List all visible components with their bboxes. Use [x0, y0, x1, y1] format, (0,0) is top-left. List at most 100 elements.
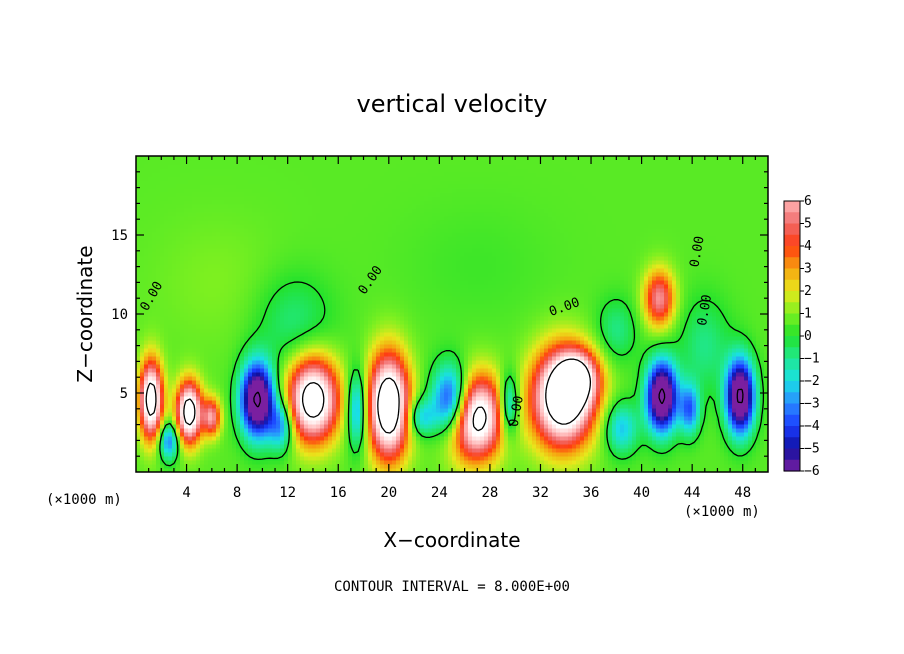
field-cell	[588, 424, 593, 429]
field-cell	[396, 468, 401, 472]
field-cell	[484, 348, 489, 353]
field-cell	[216, 432, 221, 437]
field-cell	[536, 440, 541, 445]
field-cell	[172, 464, 177, 469]
field-cell	[716, 440, 721, 445]
field-cell	[648, 424, 653, 429]
field-cell	[172, 416, 177, 421]
field-cell	[536, 408, 541, 413]
field-cell	[764, 452, 768, 457]
field-cell	[392, 468, 397, 472]
field-cell	[376, 440, 381, 445]
field-cell	[328, 444, 333, 449]
field-cell	[412, 352, 417, 357]
field-cell	[704, 424, 709, 429]
field-cell	[348, 436, 353, 441]
field-cell	[644, 436, 649, 441]
field-cell	[260, 460, 265, 465]
field-cell	[556, 384, 561, 389]
field-cell	[568, 424, 573, 429]
field-cell	[180, 368, 185, 373]
field-cell	[212, 392, 217, 397]
field-cell	[216, 396, 221, 401]
field-cell	[700, 348, 705, 353]
field-cell	[736, 356, 741, 361]
field-cell	[656, 448, 661, 453]
field-cell	[252, 444, 257, 449]
field-cell	[372, 364, 377, 369]
field-cell	[632, 380, 637, 385]
field-cell	[336, 400, 341, 405]
field-cell	[448, 376, 453, 381]
field-cell	[632, 448, 637, 453]
field-cell	[444, 344, 449, 349]
field-cell	[180, 380, 185, 385]
field-cell	[680, 360, 685, 365]
field-cell	[464, 376, 469, 381]
field-cell	[460, 372, 465, 377]
field-cell	[160, 416, 165, 421]
field-cell	[604, 352, 609, 357]
field-cell	[508, 376, 513, 381]
field-cell	[412, 400, 417, 405]
field-cell	[312, 464, 317, 469]
field-cell	[528, 424, 533, 429]
field-cell	[624, 416, 629, 421]
field-cell	[136, 464, 141, 469]
field-cell	[596, 356, 601, 361]
field-cell	[172, 352, 177, 357]
field-cell	[580, 436, 585, 441]
field-cell	[728, 464, 733, 469]
field-cell	[372, 376, 377, 381]
field-cell	[332, 456, 337, 461]
field-cell	[328, 464, 333, 469]
field-cell	[684, 436, 689, 441]
field-cell	[764, 392, 768, 397]
field-cell	[136, 384, 141, 389]
field-cell	[616, 464, 621, 469]
field-cell	[644, 356, 649, 361]
field-cell	[708, 460, 713, 465]
field-cell	[240, 348, 245, 353]
field-cell	[348, 364, 353, 369]
field-cell	[756, 436, 761, 441]
field-cell	[380, 392, 385, 397]
field-cell	[320, 348, 325, 353]
field-cell	[536, 416, 541, 421]
field-cell	[452, 372, 457, 377]
field-cell	[476, 360, 481, 365]
field-cell	[696, 356, 701, 361]
field-cell	[420, 384, 425, 389]
field-cell	[388, 364, 393, 369]
field-cell	[332, 428, 337, 433]
field-cell	[568, 444, 573, 449]
field-cell	[248, 456, 253, 461]
field-cell	[508, 344, 513, 349]
field-cell	[344, 416, 349, 421]
field-cell	[612, 360, 617, 365]
field-cell	[692, 404, 697, 409]
field-cell	[536, 368, 541, 373]
field-cell	[680, 428, 685, 433]
field-cell	[716, 388, 721, 393]
field-cell	[416, 364, 421, 369]
field-cell	[400, 348, 405, 353]
field-cell	[628, 356, 633, 361]
field-cell	[708, 396, 713, 401]
field-cell	[708, 432, 713, 437]
field-cell	[716, 356, 721, 361]
field-cell	[660, 416, 665, 421]
field-cell	[240, 380, 245, 385]
field-cell	[540, 348, 545, 353]
field-cell	[328, 428, 333, 433]
field-cell	[716, 464, 721, 469]
field-cell	[220, 420, 225, 425]
field-cell	[756, 352, 761, 357]
field-cell	[616, 452, 621, 457]
field-cell	[208, 348, 213, 353]
field-cell	[484, 388, 489, 393]
field-cell	[224, 460, 229, 465]
field-cell	[408, 432, 413, 437]
field-cell	[204, 344, 209, 349]
field-cell	[680, 388, 685, 393]
